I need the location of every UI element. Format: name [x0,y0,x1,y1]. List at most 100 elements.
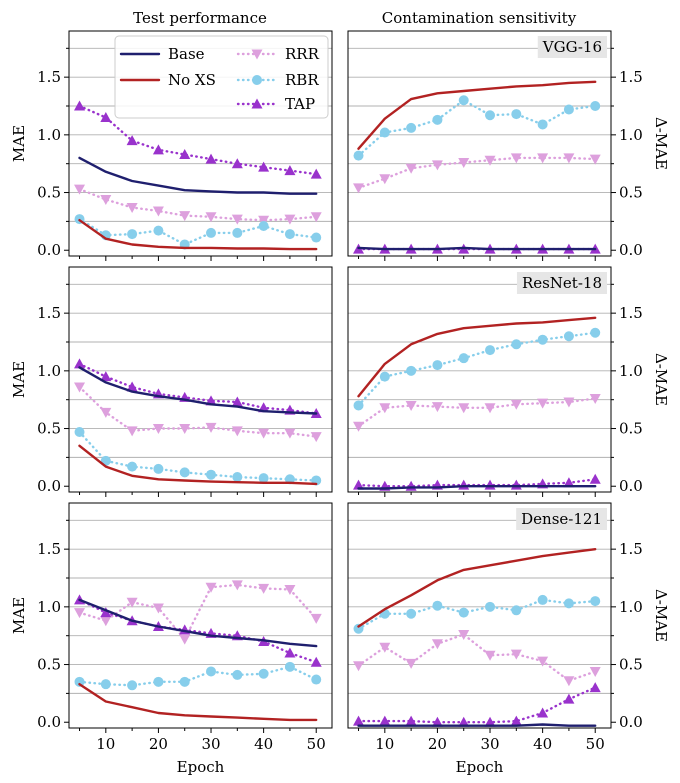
legend: Base No XS RRR RBR TAP [114,35,329,119]
data-point-9 [310,168,322,179]
panel-2-0: 0.0 0.5 1.0 1.5 10 20 30 40 50 Epoch MAE [10,502,333,776]
model-label-text: VGG-16 [542,38,602,56]
data-point-2 [126,597,138,608]
data-point-5 [484,403,496,414]
y-axis-label-right: Δ-MAE [652,589,670,642]
data-point-3 [152,603,164,614]
series-line [78,385,318,438]
data-point-2 [406,608,417,619]
y-axis-label-left: MAE [10,597,28,634]
model-label-bg [516,272,607,294]
data-point-1 [100,407,112,418]
series-no-xs [357,548,597,628]
data-point-2 [127,680,138,691]
data-point-6 [231,214,243,225]
series-rbr [74,427,322,486]
series-rbr [74,661,322,691]
series-line [78,156,318,195]
series-line [357,331,597,407]
series-rrr [353,394,601,432]
legend-entry-rbr: RBR [236,71,319,89]
data-point-4 [179,467,190,478]
data-point-7 [537,334,548,345]
data-point-7 [258,583,270,594]
panel-frame [347,266,612,493]
data-point-0 [353,479,365,490]
data-point-6 [231,426,243,437]
series-line [78,598,318,664]
data-point-8 [284,661,295,672]
series-rbr [353,95,601,161]
data-point-8 [284,214,296,225]
data-point-3 [432,600,443,611]
data-point-6 [232,227,243,238]
data-point-4 [458,716,470,727]
series-line [78,598,318,648]
data-point-6 [510,649,522,660]
data-point-7 [537,398,549,409]
series-line [357,80,597,150]
data-point-0 [74,608,86,619]
series-line [357,478,597,488]
data-point-2 [126,426,138,437]
series-base [357,246,597,251]
data-point-9 [311,232,322,243]
data-point-2 [405,400,417,411]
series-rbr [74,214,322,250]
legend-marker [251,98,263,109]
data-point-6 [510,399,522,410]
data-point-8 [563,331,574,342]
xtick-label-0: 10 [375,735,394,753]
series-line [357,156,597,190]
data-point-5 [484,716,496,727]
data-point-0 [353,150,364,161]
data-point-7 [537,594,548,605]
series-line [357,246,597,251]
data-point-3 [152,206,164,217]
data-point-8 [284,647,296,658]
data-point-8 [563,397,575,408]
panel-frame [68,266,333,493]
panel-1-0: 0.0 0.5 1.0 1.5 MAE [10,266,333,497]
series-base [78,598,318,648]
model-label-text: ResNet-18 [522,274,602,292]
data-point-3 [153,463,164,474]
data-point-7 [537,153,549,164]
legend-label: Base [168,45,205,63]
series-line [78,430,318,482]
data-point-4 [179,211,191,222]
data-point-2 [405,658,417,669]
data-point-1 [379,715,391,726]
series-base [357,723,597,727]
data-point-5 [206,666,217,677]
series-line [78,218,318,251]
data-point-5 [484,650,496,661]
ytick-label-2: 1.0 [619,362,643,380]
series-tap [353,682,601,727]
ytick-label-1: 0.5 [37,420,61,438]
data-point-6 [232,669,243,680]
series-tap [74,594,322,667]
series-line [78,583,318,641]
data-point-1 [100,371,112,382]
data-point-5 [485,345,496,356]
data-point-6 [232,472,243,482]
data-point-5 [484,155,496,166]
ytick-label-0: 0.0 [37,713,61,731]
data-point-6 [511,339,522,350]
data-point-4 [179,634,191,645]
legend-entry-rrr: RRR [236,45,320,63]
data-point-8 [284,585,296,596]
xtick-label-2: 30 [480,735,499,753]
data-point-7 [258,473,269,484]
data-point-9 [589,154,601,165]
model-label-box: VGG-16 [537,36,607,58]
data-point-1 [379,642,391,653]
panel-0-0: 0.0 0.5 1.0 1.5 MAE [10,30,333,261]
panel-frame [347,502,612,729]
data-point-7 [258,221,269,231]
ytick-label-1: 0.5 [619,184,643,202]
data-point-1 [379,127,390,138]
data-point-0 [74,676,85,687]
